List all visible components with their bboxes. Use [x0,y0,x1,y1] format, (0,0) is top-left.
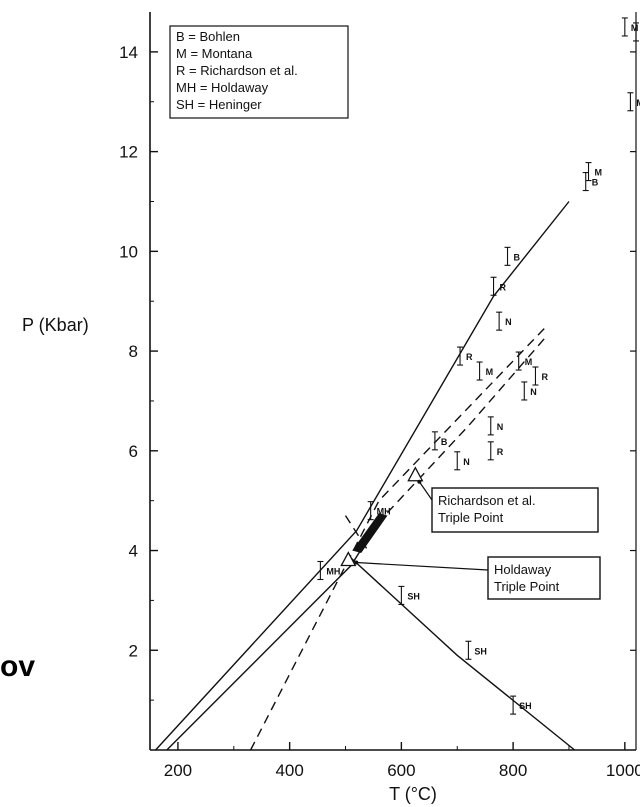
reaction-curve-3 [347,554,576,751]
y-axis-label: P (Kbar) [22,315,89,335]
data-marker-label: SH [407,591,420,601]
data-marker-label: M [631,23,639,33]
annotation-arrow [418,481,433,501]
legend-entry: MH = Holdaway [176,80,269,95]
x-tick-label: 800 [499,761,527,780]
data-marker-label: SH [474,646,487,656]
y-tick-label: 6 [129,442,138,461]
data-marker-label: N [530,387,537,397]
data-marker-label: N [497,422,504,432]
data-marker-label: R [541,372,548,382]
overlap-band [352,513,388,554]
y-tick-label: 10 [119,242,138,261]
data-marker-label: MH [326,566,340,576]
x-axis-label: T (°C) [389,784,437,804]
data-marker-label: M [525,357,533,367]
x-tick-label: 200 [164,761,192,780]
data-marker-label: B [592,178,599,188]
legend-entry: M = Montana [176,46,253,61]
legend-entry: R = Richardson et al. [176,63,298,78]
data-marker-label: B [441,437,448,447]
reaction-curve-1 [155,201,570,751]
data-marker-label: N [505,317,512,327]
data-marker-label: R [500,282,507,292]
y-tick-label: 4 [129,542,138,561]
x-tick-label: 1000 [606,761,640,780]
y-tick-label: 12 [119,143,138,162]
annotation-label: Holdaway [494,562,552,577]
data-marker-label: M [636,98,640,108]
data-marker-label: M [486,367,494,377]
data-marker-label: R [466,352,473,362]
legend-box [169,25,349,119]
y-tick-label: 8 [129,342,138,361]
y-tick-label: 2 [129,641,138,660]
annotation-label: Triple Point [438,510,504,525]
x-tick-label: 600 [387,761,415,780]
annotation-label: Richardson et al. [438,493,536,508]
annotation-label: Triple Point [494,579,560,594]
reaction-curve-5 [356,335,548,547]
reaction-curve-4 [249,325,548,751]
triple-point-marker [407,466,424,482]
triple-point-marker [340,551,357,567]
annotation-arrow [356,561,489,571]
cropped-side-text: ov [0,650,36,683]
data-marker-label: MH [377,507,391,517]
x-tick-label: 400 [275,761,303,780]
data-marker-label: R [497,447,504,457]
annotation-box [431,487,599,533]
y-tick-label: 14 [119,43,138,62]
data-marker-label: SH [519,701,532,711]
annotation-arrowhead [417,479,422,484]
data-marker-label: M [595,168,603,178]
legend-entry: B = Bohlen [176,29,240,44]
data-marker-label: N [463,457,470,467]
legend-entry: SH = Heninger [176,97,262,112]
annotation-box [487,556,601,600]
annotation-arrowhead [354,560,359,565]
data-marker-label: B [514,252,521,262]
